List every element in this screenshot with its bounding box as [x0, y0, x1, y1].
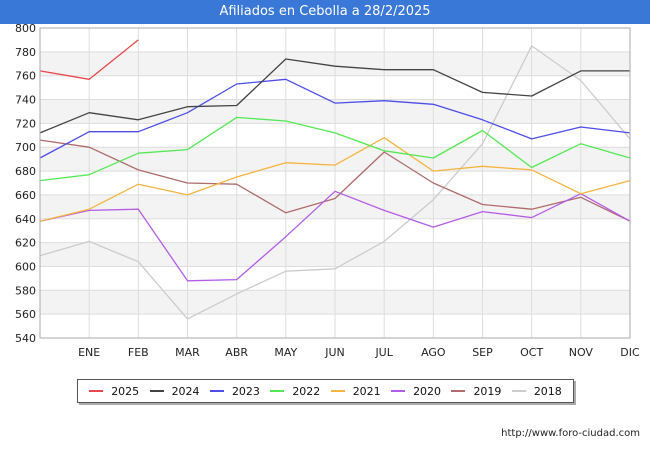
y-tick-label: 700 — [15, 141, 36, 154]
series-line-2019 — [39, 139, 631, 222]
series-line-2021 — [39, 137, 631, 222]
legend-item-2025: 2025 — [89, 385, 139, 398]
x-tick-label: MAY — [274, 346, 297, 359]
y-tick-label: 620 — [15, 237, 36, 250]
legend-item-2022: 2022 — [270, 385, 320, 398]
y-axis-ticks: 540 560 580 600 620 640 660 680 700 720 740 760 780 8… — [15, 22, 36, 345]
y-tick-label: 580 — [15, 284, 36, 297]
y-tick-label: 800 — [15, 22, 36, 35]
legend-swatch — [391, 390, 406, 392]
legend-label: 2024 — [171, 384, 200, 398]
legend-label: 2023 — [231, 384, 260, 398]
legend-label: 2025 — [111, 384, 140, 398]
x-tick-label: MAR — [175, 346, 200, 359]
legend-swatch — [451, 390, 466, 392]
legend-item-2020: 2020 — [391, 385, 441, 398]
legend-swatch — [270, 390, 285, 392]
y-tick-label: 660 — [15, 189, 36, 202]
legend-label: 2019 — [473, 384, 502, 398]
source-url[interactable]: http://www.foro-ciudad.com — [501, 428, 640, 439]
x-tick-label: DIC — [620, 346, 640, 359]
x-tick-label: AGO — [421, 346, 446, 359]
series-line-2018 — [39, 45, 631, 320]
legend-swatch — [511, 390, 526, 392]
y-tick-label: 760 — [15, 70, 36, 83]
legend-swatch — [209, 390, 224, 392]
legend-label: 2020 — [413, 384, 442, 398]
series-line-2024 — [39, 58, 630, 134]
series-line-2025 — [39, 39, 139, 80]
x-tick-label: JUN — [324, 346, 345, 359]
legend-swatch — [149, 390, 164, 392]
legend-label: 2021 — [352, 384, 381, 398]
y-tick-label: 600 — [15, 260, 36, 273]
legend-item-2024: 2024 — [149, 384, 200, 398]
legend-item-2019: 2019 — [451, 385, 501, 398]
legend: 2025 2024 2023 2022 2021 2020 2019 2018 — [77, 379, 574, 403]
series-line-2023 — [39, 78, 631, 159]
plot-frame — [39, 27, 631, 339]
y-tick-label: 560 — [15, 308, 36, 321]
legend-item-2018: 2018 — [511, 384, 562, 398]
y-tick-label: 680 — [15, 165, 36, 178]
legend-label: 2018 — [533, 384, 562, 398]
legend-item-2021: 2021 — [330, 384, 381, 398]
x-tick-label: ABR — [225, 346, 248, 359]
x-tick-label: NOV — [569, 346, 594, 359]
x-axis-ticks: ENE FEB MAR ABR MAY JUN JUL AGO SEP OCT NOV DIC — [78, 346, 640, 359]
legend-swatch — [89, 390, 104, 392]
series-line-2020 — [39, 190, 631, 282]
series-lines — [39, 39, 631, 320]
y-tick-label: 720 — [15, 117, 36, 130]
x-tick-label: ENE — [78, 346, 100, 359]
y-tick-label: 740 — [15, 94, 36, 107]
x-tick-label: JUL — [374, 346, 393, 359]
legend-item-2023: 2023 — [209, 384, 260, 398]
x-tick-label: OCT — [520, 346, 543, 359]
y-tick-label: 640 — [15, 213, 36, 226]
legend-swatch — [330, 390, 345, 392]
x-tick-label: FEB — [128, 346, 149, 359]
y-tick-label: 780 — [15, 46, 36, 59]
series-line-2022 — [39, 116, 631, 182]
chart-title: Afiliados en Cebolla a 28/2/2025 — [0, 0, 650, 24]
y-tick-label: 540 — [15, 332, 36, 345]
x-tick-label: SEP — [472, 346, 493, 359]
legend-label: 2022 — [292, 384, 321, 398]
